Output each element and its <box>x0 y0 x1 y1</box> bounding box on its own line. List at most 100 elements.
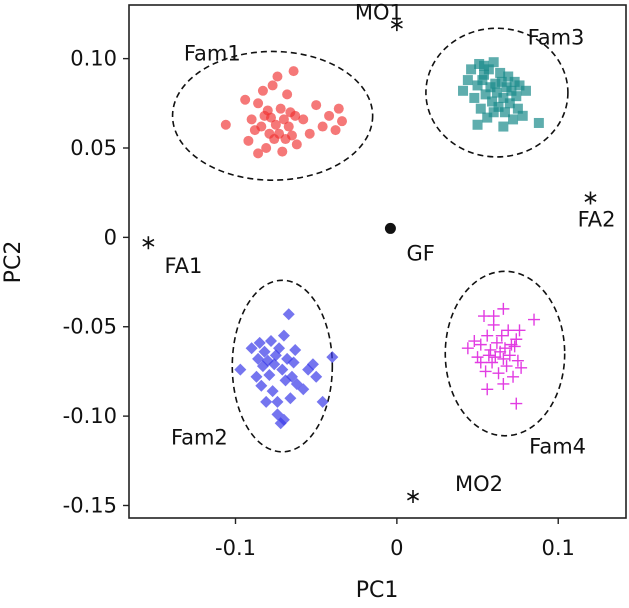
fam1-point <box>330 125 341 136</box>
y-tick-label: 0.05 <box>70 136 117 160</box>
fam4-point <box>510 333 523 346</box>
fam1-point <box>266 112 276 123</box>
fam1-point <box>277 146 288 157</box>
fam1-point <box>220 119 231 130</box>
fam1-point <box>291 139 302 150</box>
fam4-point <box>503 349 516 362</box>
fam3-point <box>517 110 528 121</box>
fam1-label: Fam1 <box>184 41 241 65</box>
fam4-point <box>528 313 541 326</box>
fam1-point <box>267 80 278 91</box>
fam2-ellipse <box>231 279 334 453</box>
fam3-point <box>472 119 483 130</box>
fam4-point <box>468 335 481 348</box>
fam3-point <box>533 117 544 128</box>
fam3-point <box>508 114 519 125</box>
fam1-point <box>304 128 315 139</box>
fam2-point <box>266 385 279 398</box>
fam4-point <box>474 338 487 351</box>
fam3-point <box>475 103 486 114</box>
fam3-point <box>487 96 498 107</box>
fam4-point <box>505 338 518 351</box>
fam4-point <box>513 324 526 337</box>
fam4-point <box>492 367 505 380</box>
fa1-marker <box>142 236 155 250</box>
fam3-point <box>506 85 517 96</box>
fam4-point <box>484 343 497 356</box>
mo2-marker <box>407 490 419 504</box>
fam4-point <box>471 351 484 364</box>
fam4-point <box>507 370 520 383</box>
fam3-point <box>469 92 480 103</box>
fam2-point <box>273 342 286 355</box>
fam4-point <box>500 360 513 373</box>
fam1-point <box>272 71 283 82</box>
fam2-point <box>268 358 281 371</box>
fam2-point <box>282 308 295 321</box>
fam3-point <box>490 78 501 89</box>
mo2-label: MO2 <box>455 472 503 496</box>
fam2-point <box>310 370 323 383</box>
fam2-point <box>277 329 290 342</box>
fam3-point <box>503 71 514 82</box>
fam4-point <box>498 342 511 355</box>
fam1-point <box>298 114 309 125</box>
fam3-point <box>466 64 477 75</box>
gf-label: GF <box>407 242 435 266</box>
fam4-point <box>490 336 503 349</box>
fam2-point <box>277 413 290 426</box>
fam1-point <box>256 121 267 132</box>
fam2-point <box>250 370 263 383</box>
fam1-point <box>324 110 335 121</box>
fam4-point <box>511 354 524 367</box>
fam1-point <box>337 116 347 127</box>
fam2-point <box>255 379 268 392</box>
fam2-point <box>260 395 273 408</box>
fam3-point <box>520 85 531 96</box>
points-layer <box>142 18 597 504</box>
fam4-point <box>487 310 500 323</box>
fam4-point <box>461 342 474 355</box>
fam4-point <box>497 377 510 390</box>
fam3-ellipse <box>425 27 569 158</box>
y-tick-label: -0.10 <box>63 404 117 428</box>
fam4-point <box>497 352 510 365</box>
fam4-point <box>510 397 523 410</box>
fam3-point <box>514 80 525 91</box>
fam4-point <box>502 324 515 337</box>
fam1-point <box>243 135 254 146</box>
fam4-point <box>486 356 499 369</box>
fam1-point <box>270 119 281 130</box>
fam1-point <box>278 114 289 125</box>
fam2-point <box>276 363 289 376</box>
fam3-label: Fam3 <box>528 25 585 49</box>
fam3-point <box>498 92 509 103</box>
y-tick-label: -0.05 <box>63 315 117 339</box>
mo1-label: MO1 <box>355 0 403 24</box>
fam2-point <box>306 358 319 371</box>
fam4-point <box>481 383 494 396</box>
fa2-label: FA2 <box>578 208 616 232</box>
fam1-point <box>333 103 344 114</box>
fam3-point <box>488 57 499 68</box>
fam1-point <box>317 121 328 132</box>
fam4-point <box>497 302 510 315</box>
fam1-point <box>246 114 257 125</box>
fam2-point <box>271 395 284 408</box>
fam3-point <box>479 69 489 80</box>
fam4-point <box>489 351 502 364</box>
fam1-point <box>253 148 264 159</box>
fam1-point <box>257 85 268 96</box>
fam3-point <box>504 98 515 109</box>
fam4-point <box>474 356 487 369</box>
fa1-label: FA1 <box>165 254 203 278</box>
fam3-point <box>499 107 510 118</box>
x-tick-label: 0.1 <box>542 536 575 560</box>
fam2-point <box>234 363 247 376</box>
fam1-point <box>288 66 299 77</box>
y-tick-label: 0.10 <box>70 47 117 71</box>
y-tick-label: 0 <box>104 225 117 249</box>
fam1-ellipse <box>171 50 374 181</box>
fam1-point <box>275 103 286 114</box>
